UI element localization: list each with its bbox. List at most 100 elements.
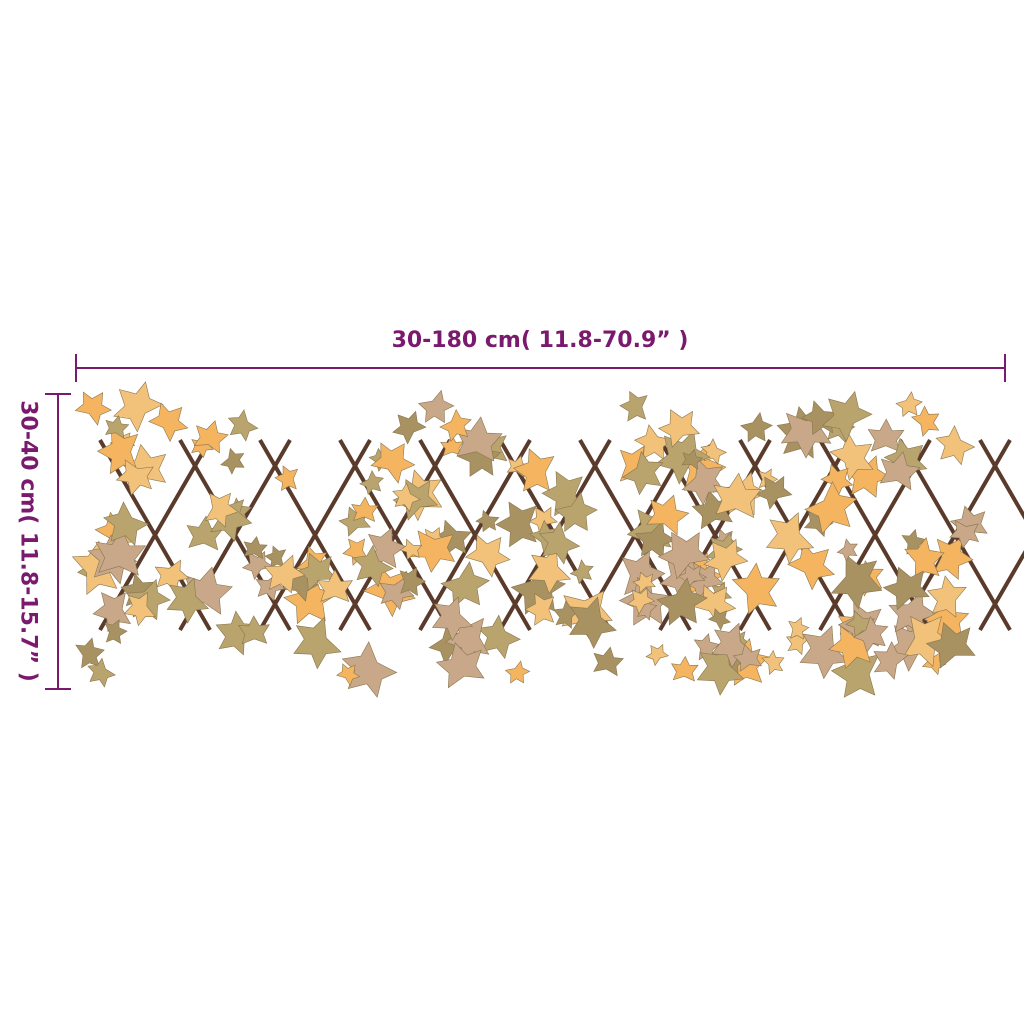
leaf bbox=[569, 596, 617, 649]
leaf bbox=[755, 475, 793, 510]
leaf bbox=[626, 587, 656, 615]
leaf bbox=[879, 451, 921, 491]
leaf bbox=[504, 660, 531, 684]
leaf bbox=[949, 520, 979, 549]
leaf bbox=[677, 563, 706, 590]
leaf bbox=[731, 562, 780, 615]
leaf bbox=[646, 494, 690, 536]
leaf bbox=[538, 521, 581, 565]
leaf bbox=[707, 608, 731, 631]
leaf bbox=[95, 528, 147, 576]
leaf bbox=[351, 496, 379, 522]
leaf bbox=[852, 615, 889, 653]
leaf bbox=[927, 575, 967, 618]
leaf bbox=[370, 442, 416, 484]
leaf bbox=[935, 425, 976, 466]
leaf bbox=[732, 643, 763, 672]
leaves bbox=[71, 381, 988, 698]
leaf bbox=[341, 641, 398, 698]
leaf bbox=[193, 420, 229, 454]
leaf bbox=[829, 433, 874, 481]
leaf bbox=[316, 569, 353, 603]
leaf bbox=[113, 381, 164, 433]
leaf bbox=[154, 559, 190, 593]
leaf bbox=[671, 655, 699, 682]
leaf bbox=[657, 409, 701, 448]
leaf bbox=[703, 538, 749, 582]
leaf bbox=[295, 552, 337, 592]
leaf bbox=[619, 390, 648, 422]
leaf bbox=[804, 480, 858, 535]
leaf bbox=[711, 622, 754, 669]
leaf bbox=[873, 640, 909, 680]
height-line bbox=[57, 393, 59, 690]
leaf bbox=[104, 619, 128, 645]
leaf bbox=[656, 577, 708, 626]
leaf bbox=[569, 559, 594, 585]
leaf bbox=[593, 646, 624, 677]
leaf bbox=[336, 663, 361, 687]
leaf bbox=[243, 535, 268, 560]
leaf bbox=[148, 402, 189, 443]
leaf bbox=[692, 584, 737, 626]
leaf bbox=[867, 418, 905, 452]
leaf bbox=[621, 451, 664, 496]
width-line bbox=[75, 367, 1006, 369]
leaf bbox=[74, 391, 112, 426]
leaf bbox=[204, 492, 239, 528]
width-tick-left bbox=[75, 354, 77, 382]
leaf bbox=[634, 520, 677, 559]
lattice-stick bbox=[338, 438, 452, 632]
lattice-stick bbox=[978, 550, 1024, 632]
width-tick-right bbox=[1004, 354, 1006, 382]
leaf bbox=[645, 643, 670, 667]
leaf bbox=[925, 622, 976, 669]
leaf bbox=[761, 649, 785, 675]
width-label: 30-180 cm( 11.8-70.9” ) bbox=[391, 328, 689, 353]
leaf bbox=[392, 410, 427, 445]
leaf bbox=[75, 637, 105, 669]
leaf bbox=[220, 447, 245, 475]
leaf bbox=[696, 644, 745, 696]
leaf bbox=[830, 554, 883, 610]
leaf bbox=[477, 614, 521, 660]
leaf bbox=[528, 547, 572, 595]
leaf bbox=[633, 424, 673, 460]
leaf bbox=[379, 576, 415, 611]
leaf bbox=[903, 615, 953, 668]
leaf bbox=[788, 617, 810, 640]
lattice-stick bbox=[258, 438, 372, 632]
leaf bbox=[293, 616, 342, 670]
leaf bbox=[524, 593, 555, 626]
leaf bbox=[822, 390, 873, 443]
leaf bbox=[464, 534, 511, 578]
leaf bbox=[713, 472, 762, 518]
leaf bbox=[895, 391, 923, 418]
leaf bbox=[740, 411, 773, 443]
leaf bbox=[440, 434, 464, 457]
lattice-stick bbox=[978, 438, 1024, 520]
leaf bbox=[657, 531, 711, 580]
leaf bbox=[352, 544, 394, 588]
leaf bbox=[87, 657, 116, 688]
leaf bbox=[103, 501, 149, 547]
lattice-stick bbox=[418, 438, 532, 632]
height-tick-bottom bbox=[45, 688, 71, 690]
leaf bbox=[632, 571, 656, 594]
leaf bbox=[227, 409, 259, 442]
leaf bbox=[263, 554, 306, 594]
leaf bbox=[681, 448, 704, 470]
leaf bbox=[115, 459, 154, 496]
leaf bbox=[435, 642, 485, 689]
leaf bbox=[475, 509, 500, 533]
leaf bbox=[399, 538, 423, 561]
leaf bbox=[904, 537, 945, 581]
leaf bbox=[392, 482, 421, 513]
leaf bbox=[439, 408, 472, 443]
leaf bbox=[123, 592, 156, 627]
leaf bbox=[836, 538, 858, 562]
leaf bbox=[765, 512, 815, 565]
leaf bbox=[274, 465, 299, 491]
leaf bbox=[431, 596, 474, 642]
